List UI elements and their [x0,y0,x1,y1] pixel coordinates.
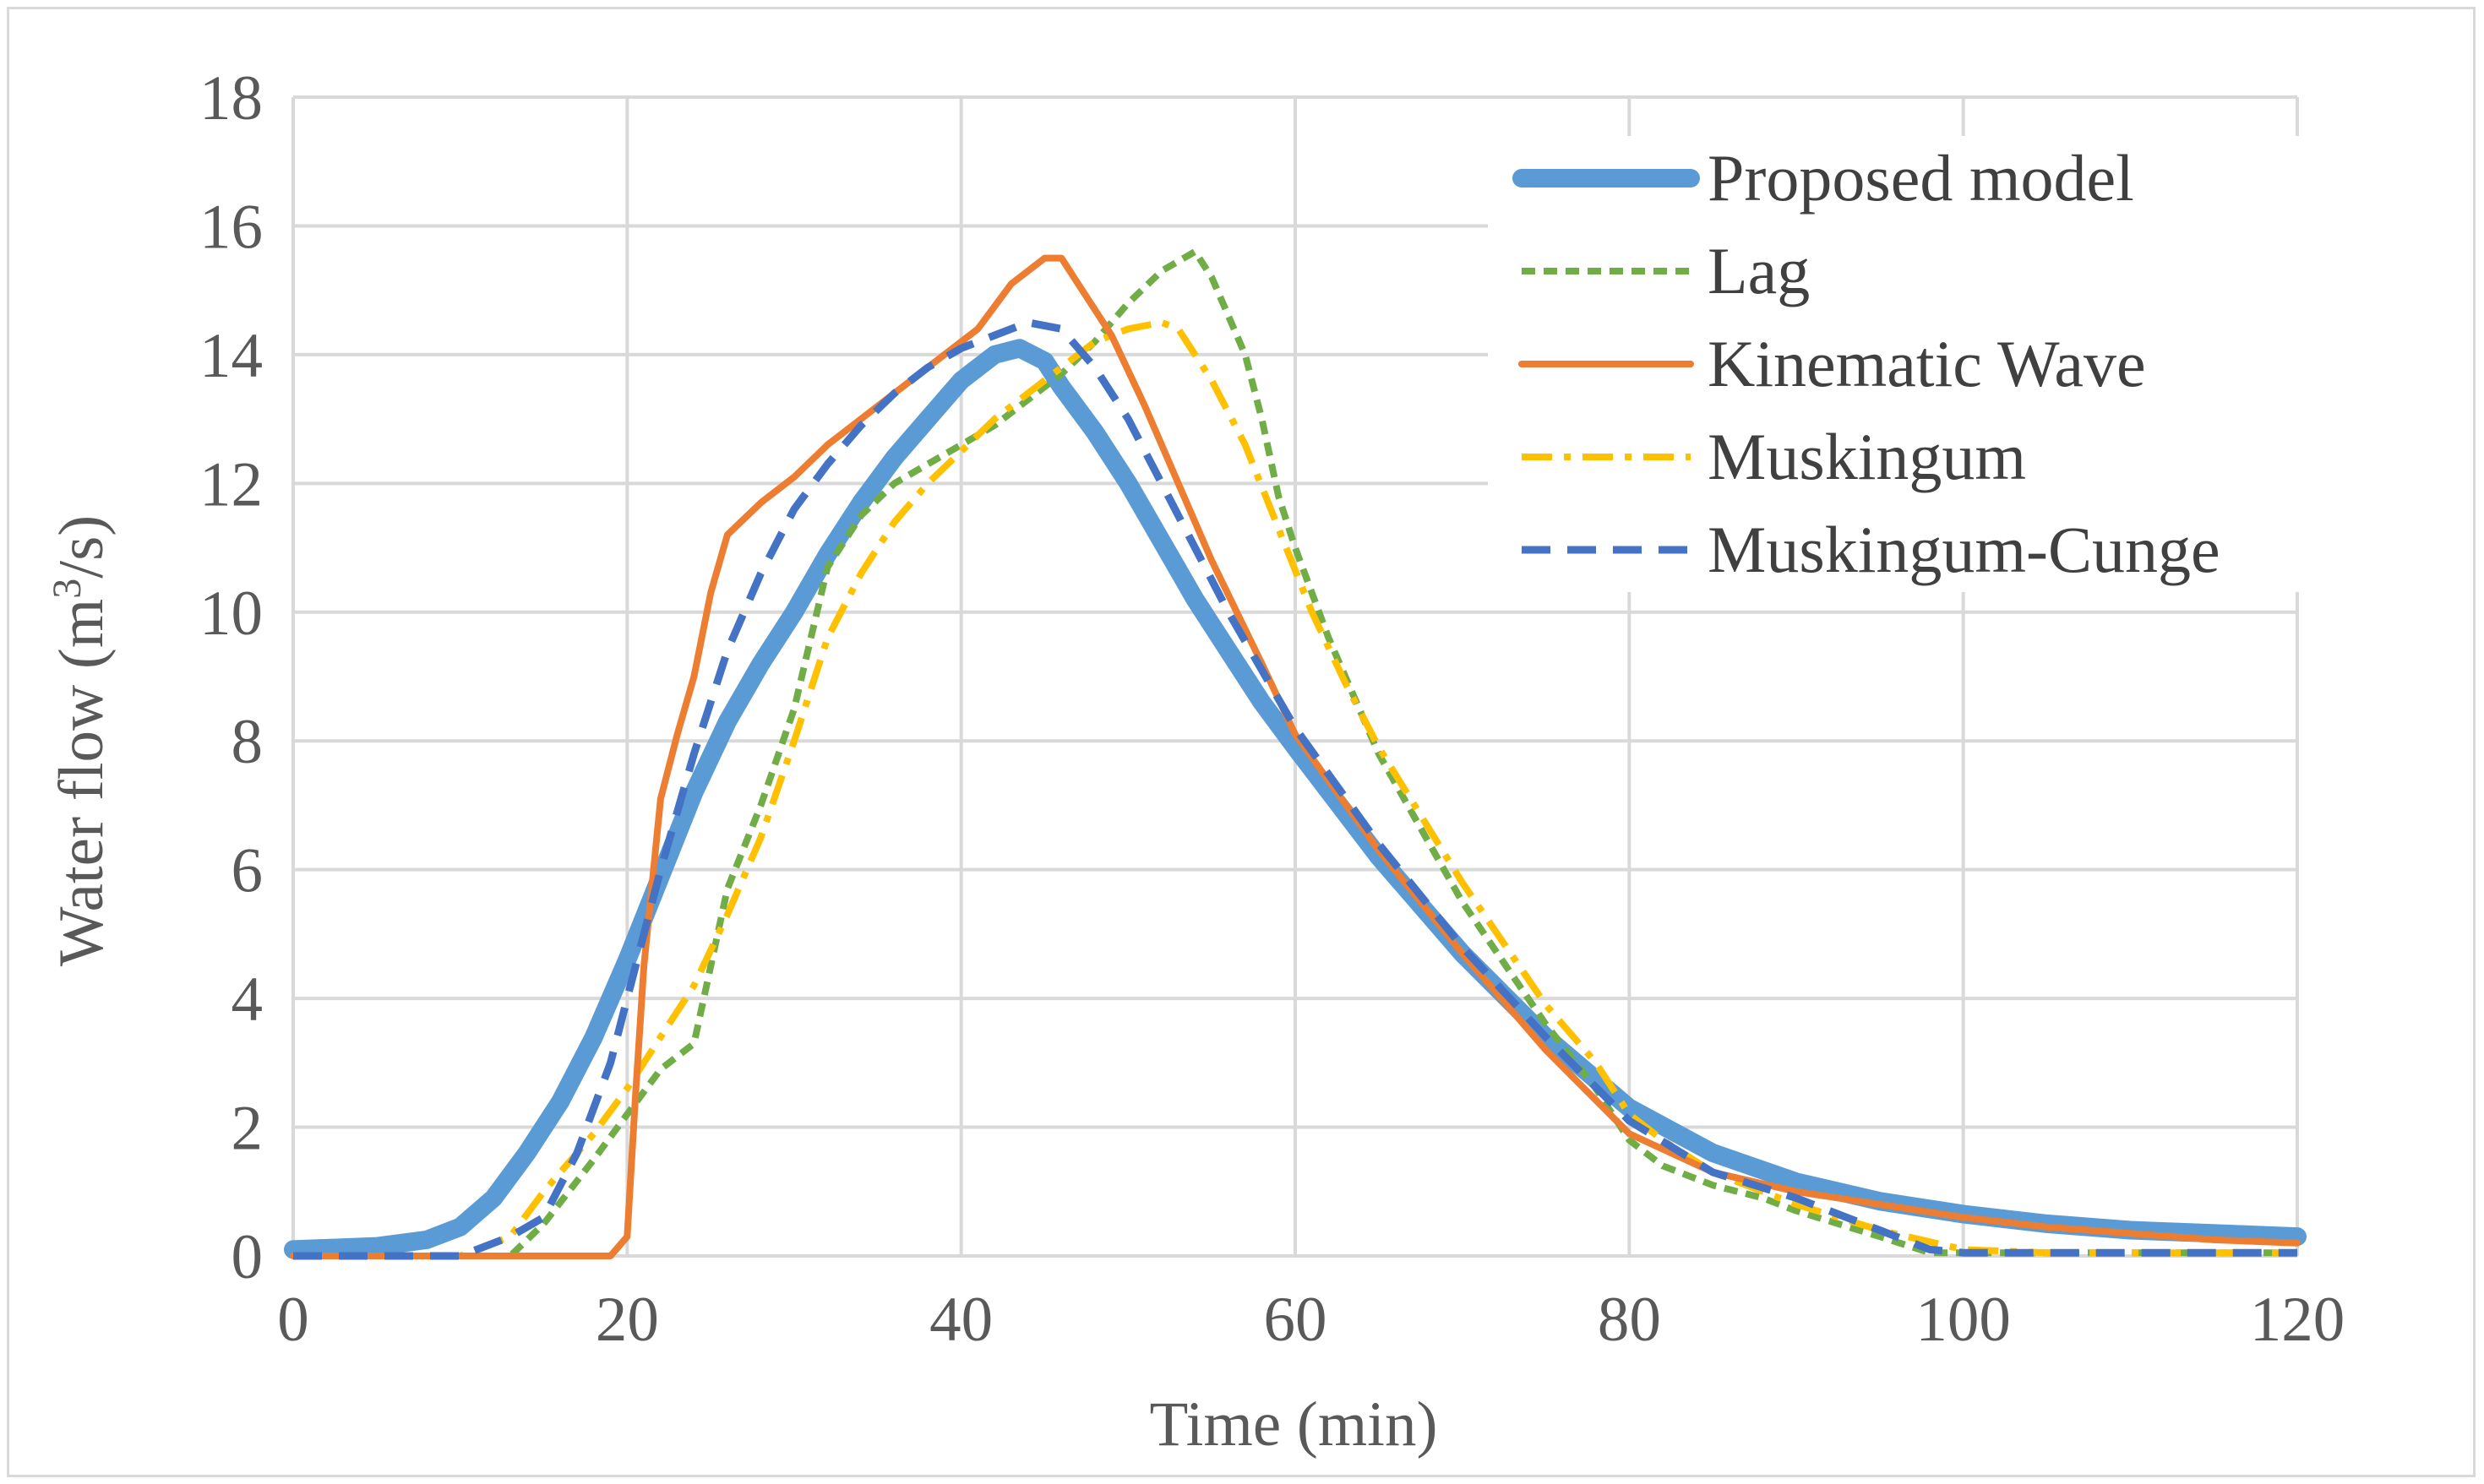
y-tick-label: 10 [199,579,263,649]
y-tick-label: 0 [232,1222,264,1292]
legend-label-lag: Lag [1708,234,1810,307]
y-tick-label: 4 [232,965,264,1035]
axis-ticks: 0 2 4 6 8 10 12 14 16 18 0 20 40 60 80 100 120 [199,63,2345,1355]
x-tick-label: 100 [1915,1285,2011,1355]
water-flow-chart: 0 2 4 6 8 10 12 14 16 18 0 20 40 60 80 100 120 Time (min… [45,63,2345,1460]
legend-label-proposed-model: Proposed model [1708,141,2134,215]
x-axis-title: Time (min) [1149,1389,1437,1460]
x-tick-label: 60 [1264,1285,1327,1355]
x-tick-label: 40 [929,1285,993,1355]
y-axis-title-tail: /s) [46,515,117,579]
legend-label-muskingum: Muskingum [1708,420,2026,493]
series-line-lag [293,247,2297,1259]
legend: Proposed model Lag Kinematic Wave Muskingum… [1488,136,2307,592]
y-axis-title: Water flow (m3/s) [45,515,117,966]
legend-label-kinematic-wave: Kinematic Wave [1708,327,2146,400]
y-tick-label: 2 [232,1094,264,1164]
x-tick-label: 20 [596,1285,659,1355]
series-line-muskingum-cunge [293,318,2297,1260]
y-axis-title-main: Water flow (m [46,599,117,966]
chart-frame: 0 2 4 6 8 10 12 14 16 18 0 20 40 60 80 100 120 Time (min… [7,7,2476,1477]
y-tick-label: 12 [199,449,263,519]
y-tick-label: 14 [199,321,263,391]
series-line-proposed-model [284,339,2307,1259]
x-tick-label: 120 [2250,1285,2345,1355]
series-lines [284,247,2307,1260]
legend-label-muskingum-cunge: Muskingum-Cunge [1708,513,2220,586]
y-tick-label: 18 [199,63,263,133]
y-tick-label: 6 [232,836,264,906]
x-tick-label: 0 [277,1285,309,1355]
y-tick-label: 8 [232,707,264,777]
y-axis-title-sup: 3 [45,579,90,599]
y-tick-label: 16 [199,192,263,262]
x-tick-label: 80 [1598,1285,1661,1355]
